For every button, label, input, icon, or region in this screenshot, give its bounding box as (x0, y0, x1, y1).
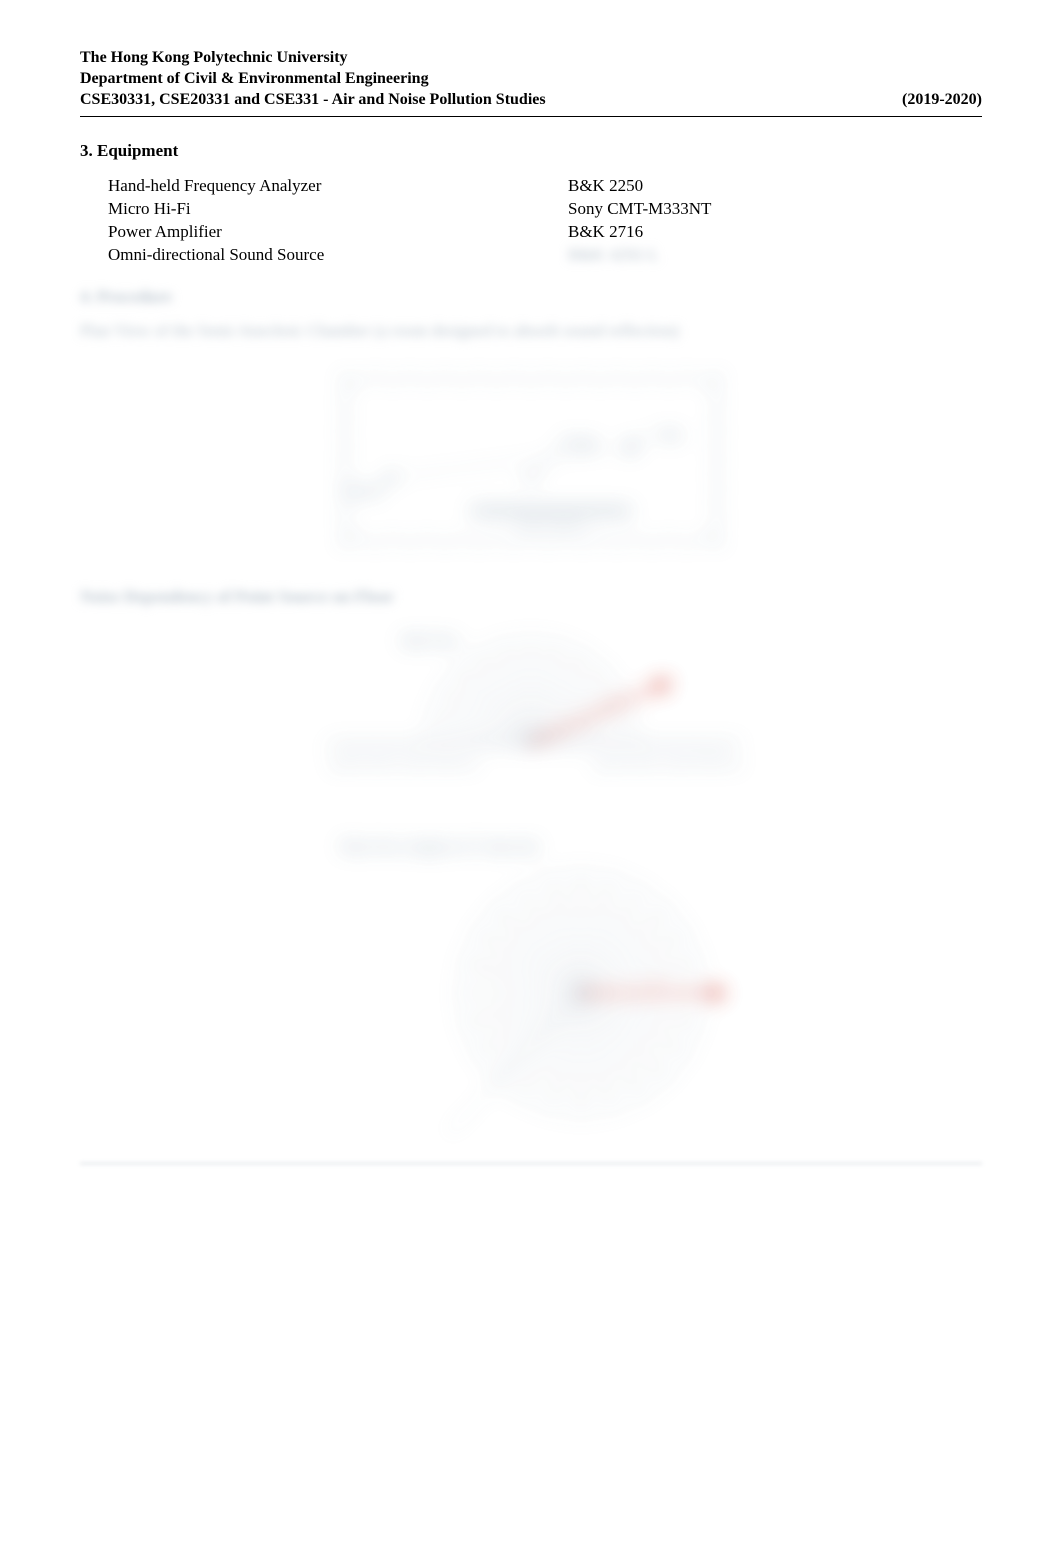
header-line-2: Department of Civil & Environmental Engi… (80, 69, 982, 90)
equipment-name: Power Amplifier (108, 221, 568, 244)
equipment-model: B&K 2716 (568, 221, 643, 244)
equipment-name: Micro Hi-Fi (108, 198, 568, 221)
header-line-3: CSE30331, CSE20331 and CSE331 - Air and … (80, 90, 982, 111)
svg-text:Origin: Origin (421, 1131, 459, 1133)
equipment-model-blurred: B&K 4292-L (568, 244, 659, 267)
svg-text:ground surface (sound reflecti: ground surface (sound reflective) (331, 758, 478, 770)
equipment-name: Hand-held Frequency Analyzer (108, 175, 568, 198)
footer-rule (80, 1163, 982, 1164)
figure-2-caption: Noise Dependency of Point Source on Floo… (80, 587, 982, 607)
svg-text:Origin: Origin (561, 435, 599, 450)
section-3-heading: 3. Equipment (80, 141, 982, 161)
figure-2: Side View ground surface (sound reflectiv… (80, 623, 982, 1133)
equipment-model: Sony CMT-M333NT (568, 198, 711, 221)
header-rule (80, 116, 982, 117)
header-year: (2019-2020) (902, 90, 982, 111)
svg-text:Source: Source (345, 483, 383, 498)
equipment-model: B&K 2250 (568, 175, 643, 198)
page-header: The Hong Kong Polytechnic University Dep… (80, 48, 982, 110)
section-4-heading: 4. Procedure (80, 287, 982, 307)
header-line-1: The Hong Kong Polytechnic University (80, 48, 982, 69)
header-course: CSE30331, CSE20331 and CSE331 - Air and … (80, 90, 546, 111)
blurred-region: 4. Procedure Plan View of the Semi-Anech… (80, 287, 982, 1133)
svg-text:Mic: Mic (661, 427, 683, 442)
svg-text:Semi-anechoic: Semi-anechoic (515, 518, 586, 532)
svg-text:Side View: Side View (401, 634, 461, 649)
svg-text:Plan View (Angle in 15° interv: Plan View (Angle in 15° interval) (341, 840, 538, 855)
equipment-row: Omni-directional Sound Source B&K 4292-L (108, 244, 982, 267)
figure-1-caption: Plan View of the Semi-Anechoic Chamber (… (80, 321, 982, 341)
semi-anechoic-diagram: Semi-anechoic Source Origin Mic (321, 357, 741, 557)
point-source-diagram: Side View ground surface (sound reflectiv… (271, 623, 791, 1133)
figure-1: Semi-anechoic Source Origin Mic (80, 357, 982, 557)
equipment-row: Power Amplifier B&K 2716 (108, 221, 982, 244)
equipment-row: Micro Hi-Fi Sony CMT-M333NT (108, 198, 982, 221)
equipment-name: Omni-directional Sound Source (108, 244, 568, 267)
svg-text:r: r (609, 695, 615, 710)
equipment-row: Hand-held Frequency Analyzer B&K 2250 (108, 175, 982, 198)
equipment-table: Hand-held Frequency Analyzer B&K 2250 Mi… (108, 175, 982, 267)
svg-text:ground surface (sound reflecti: ground surface (sound reflective) (595, 758, 742, 770)
svg-text:r: r (654, 974, 660, 989)
